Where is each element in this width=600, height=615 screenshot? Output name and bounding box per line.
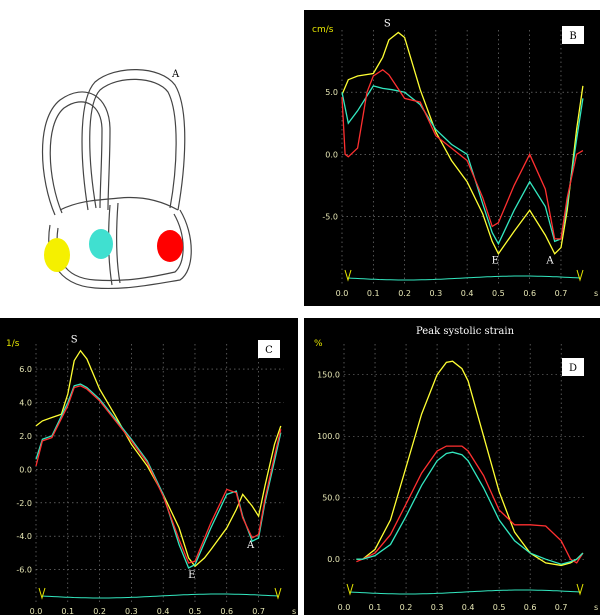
heart-diagram: A — [41, 69, 192, 290]
x-tick-label: 0.4 — [461, 289, 474, 298]
x-tick-label: 0.3 — [429, 289, 442, 298]
y-tick-label: -4.0 — [16, 532, 32, 541]
annotation-label: E — [492, 256, 499, 267]
series-line-0 — [341, 31, 584, 256]
annotation-label: S — [71, 334, 78, 345]
x-axis-unit: s — [292, 607, 296, 615]
ecg-marker — [344, 269, 352, 282]
x-tick-label: 0.7 — [555, 289, 568, 298]
segment-marker-yellow — [44, 238, 70, 272]
series-line-0 — [35, 349, 282, 568]
x-tick-label: 0.1 — [367, 289, 380, 298]
x-tick-label: 0.0 — [336, 289, 349, 298]
x-tick-label: 0.4 — [157, 607, 170, 615]
x-tick-label: 0.6 — [524, 603, 537, 612]
y-tick-label: 100.0 — [317, 432, 340, 441]
y-tick-label: 0.0 — [325, 150, 338, 159]
series-line-2 — [35, 385, 282, 564]
y-tick-label: 0.0 — [19, 465, 32, 474]
chart-title: Peak systolic strain — [416, 326, 515, 337]
annotation-label: S — [384, 18, 391, 29]
y-tick-label: 2.0 — [19, 432, 32, 441]
x-tick-label: 0.2 — [400, 603, 413, 612]
chart-d-svg: 0.0 50.0 100.0 150.0 0.0 0.1 0.2 0.3 0.4 0.5 0.6 0.… — [314, 326, 598, 612]
y-tick-label: 6.0 — [19, 365, 32, 374]
x-tick-label: 0.3 — [125, 607, 138, 615]
x-tick-label: 0.2 — [93, 607, 106, 615]
series-line-2 — [341, 68, 584, 240]
panel-label: C — [265, 345, 273, 356]
panel-a-heart-diagram: A — [0, 0, 300, 310]
x-tick-label: 0.4 — [462, 603, 475, 612]
x-tick-label: 0.5 — [189, 607, 202, 615]
x-tick-label: 0.6 — [523, 289, 536, 298]
ecg-marker — [274, 587, 282, 600]
panel-c-strain-rate-chart: -6.0 -4.0 -2.0 0.0 2.0 4.0 6.0 0.0 0.1 0.2 0.3 0.4 0… — [0, 318, 298, 615]
chart-c-svg: -6.0 -4.0 -2.0 0.0 2.0 4.0 6.0 0.0 0.1 0.2 0.3 0.4 0… — [6, 334, 296, 615]
panel-label-box — [562, 358, 584, 376]
ecg-marker — [346, 583, 354, 596]
x-tick-label: 0.7 — [555, 603, 568, 612]
y-tick-label: -5.0 — [322, 212, 338, 221]
segment-marker-cyan — [89, 229, 113, 259]
x-tick-label: 0.7 — [252, 607, 265, 615]
series-line-1 — [356, 445, 584, 564]
segment-marker-red — [157, 230, 183, 262]
x-tick-label: 0.2 — [398, 289, 411, 298]
x-tick-label: 0.1 — [369, 603, 382, 612]
x-tick-label: 0.5 — [493, 603, 506, 612]
annotation-label: A — [246, 540, 255, 551]
panel-label-box — [258, 340, 280, 358]
y-tick-label: -6.0 — [16, 566, 32, 575]
y-axis-unit: 1/s — [6, 339, 20, 349]
series-line-2 — [356, 451, 584, 565]
series-line-1 — [341, 85, 584, 246]
x-tick-label: 0.5 — [492, 289, 505, 298]
y-tick-label: 4.0 — [19, 399, 32, 408]
y-tick-label: 5.0 — [325, 88, 338, 97]
panel-d-strain-chart: 0.0 50.0 100.0 150.0 0.0 0.1 0.2 0.3 0.4 0.5 0.6 0.… — [304, 318, 600, 615]
x-tick-label: 0.1 — [61, 607, 74, 615]
annotation-label: A — [545, 256, 554, 267]
y-axis-unit: cm/s — [312, 25, 334, 35]
series-line-0 — [356, 360, 584, 567]
x-tick-label: 0.3 — [431, 603, 444, 612]
ecg-marker — [38, 587, 46, 600]
ecg-trace — [349, 589, 581, 595]
x-axis-unit: s — [594, 289, 598, 298]
annotation-label: E — [188, 570, 195, 581]
ecg-marker — [576, 583, 584, 596]
ecg-trace — [347, 275, 581, 281]
panel-a-label: A — [171, 69, 180, 80]
x-axis-unit: s — [594, 603, 598, 612]
panel-label: D — [569, 363, 577, 374]
ecg-trace — [41, 593, 279, 599]
ecg-marker — [576, 269, 584, 282]
x-tick-label: 0.0 — [30, 607, 43, 615]
y-tick-label: -2.0 — [16, 499, 32, 508]
x-tick-label: 0.6 — [220, 607, 233, 615]
panel-label: B — [569, 31, 576, 42]
x-tick-label: 0.0 — [338, 603, 351, 612]
panel-label-box — [562, 26, 584, 44]
y-tick-label: 150.0 — [317, 371, 340, 380]
y-tick-label: 50.0 — [322, 494, 340, 503]
y-axis-unit: % — [314, 339, 323, 349]
chart-b-svg: -5.0 0.0 5.0 0.0 0.1 0.2 0.3 0.4 0.5 0.6 0.7 s cm/s S… — [312, 18, 598, 298]
panel-b-velocity-chart: -5.0 0.0 5.0 0.0 0.1 0.2 0.3 0.4 0.5 0.6 0.7 s cm/s S… — [304, 10, 600, 306]
series-line-1 — [35, 383, 282, 569]
y-tick-label: 0.0 — [327, 555, 340, 564]
